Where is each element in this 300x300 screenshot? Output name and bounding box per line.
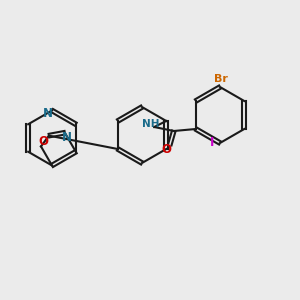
Text: N: N [62, 131, 72, 144]
Text: N: N [43, 107, 53, 120]
Text: Br: Br [214, 74, 227, 83]
Text: O: O [38, 135, 48, 148]
Text: I: I [210, 136, 215, 148]
Text: O: O [162, 142, 172, 155]
Text: NH: NH [142, 119, 159, 129]
